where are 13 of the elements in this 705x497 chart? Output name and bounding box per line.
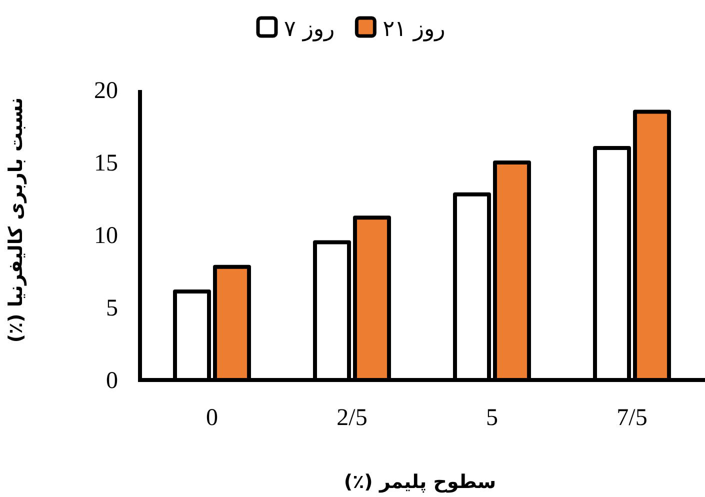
x-axis-title: سطوح پلیمر (٪) [344,471,496,493]
y-tick-label: 15 [94,150,118,176]
y-tick-label: 0 [106,368,118,394]
x-tick-label: 5 [486,405,498,431]
legend-label: ۲۱ روز [382,17,446,42]
y-tick-label: 10 [94,223,118,249]
y-axis-title: نسبت باربری کالیفرنیا (٪) [5,97,27,343]
legend-label: ۷ روز [284,17,335,42]
x-tick-label: 7/5 [616,405,648,431]
x-tick-label: 2/5 [336,405,368,431]
y-tick-label: 5 [106,296,118,322]
x-tick-label: 0 [206,405,218,431]
y-tick-label: 20 [94,78,118,104]
